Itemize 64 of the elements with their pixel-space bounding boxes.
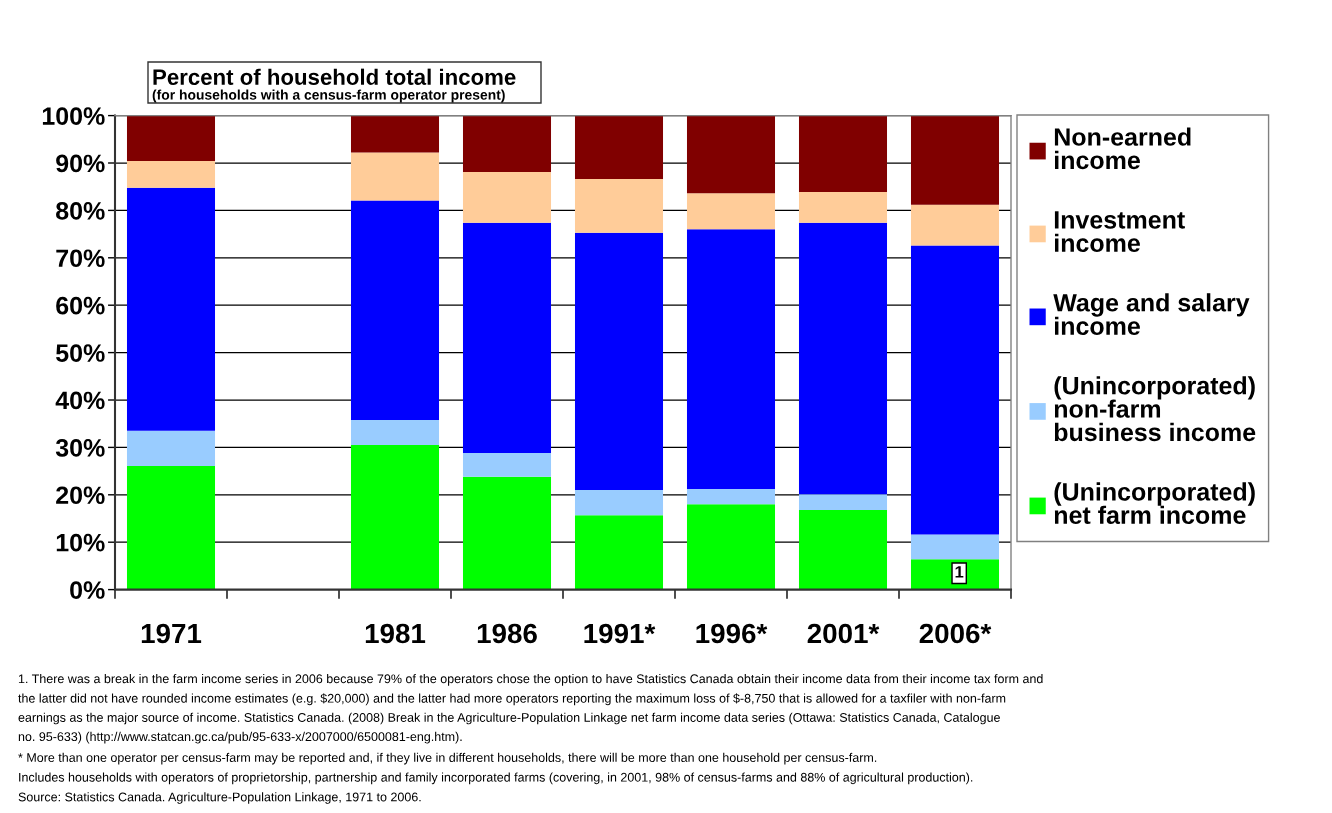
- bar: [910, 204, 1000, 246]
- text: Includes households with operators of proprietorship, partnership and family incorporated farms (covering, in 2001, 98% of census-farms and 88% of agricultural production).: [19, 772, 973, 785]
- x-tick-label: 1996*: [696, 623, 768, 644]
- text: * More than one operator per census-farm may be reported and, if they live in different households, there will be more than one household per census-farm.: [18, 752, 877, 765]
- y-tick-label: 60%: [56, 296, 105, 315]
- bar: [910, 115, 1000, 205]
- legend-label: (Unincorporated) net farm income: [1054, 482, 1255, 525]
- legend-label: Non-earned income: [1054, 127, 1191, 170]
- legend-label: Wage and salary income: [1053, 293, 1250, 335]
- bar: [798, 222, 888, 495]
- chart-subtitle: (for households with a census-farm operator present): [152, 89, 505, 103]
- bar: [574, 179, 664, 233]
- source-note: Source: Statistics Canada. Agriculture-Population Linkage, 1971 to 2006.: [18, 792, 421, 804]
- bar: [798, 191, 888, 223]
- annotation: 1: [955, 566, 964, 578]
- bar: [574, 232, 664, 491]
- bar: [126, 161, 216, 188]
- bar: [686, 489, 776, 505]
- x-tick-label: 1991*: [584, 623, 656, 644]
- y-tick-label: 50%: [56, 344, 105, 362]
- bar: [126, 115, 216, 162]
- bar: [574, 490, 664, 516]
- y-tick-label: 30%: [55, 439, 105, 457]
- legend-label: (Unincorporated) non-farm business income: [1054, 376, 1256, 442]
- bar: [798, 115, 888, 192]
- bar: [910, 245, 1000, 535]
- text: 1. There was a break in the farm income series in 2006 because 79% of the operators chose the option to have Statistics Canada obtain their income data from their income tax form and the latter did not have rounded income estimates (e.g. $20,000) and the latter had more operators reporting the maximum loss of $-8,750 that is allowed for a taxfiler with non-farm earnings as the major source of income. Statistics Canada. (2008) Break in the Agriculture-Population Linkage net farm income data series (Ottawa: Statistics Canada, Catalogue no. 95-633) (http://www.statcan.gc.ca/pub/95-633-x/2007000/6500081-eng.htm).: [18, 674, 1043, 744]
- bar: [574, 115, 664, 180]
- y-tick-label: 20%: [56, 486, 105, 505]
- bar: [350, 419, 440, 446]
- bar: [350, 152, 440, 201]
- bar: [126, 187, 216, 431]
- bar: [350, 445, 440, 590]
- chart-title: Percent of household total income: [153, 68, 516, 85]
- y-tick-label: 100%: [42, 107, 105, 125]
- bar: [910, 534, 1000, 560]
- x-tick-label: 2001*: [807, 623, 880, 644]
- legend-label: Investment income: [1054, 211, 1185, 253]
- y-tick-label: 80%: [56, 202, 105, 220]
- bar: [462, 115, 552, 173]
- x-tick-label: 1981: [365, 623, 426, 644]
- bar: [126, 465, 216, 590]
- y-tick-label: 90%: [56, 154, 105, 173]
- bar: [350, 115, 440, 153]
- bar: [126, 430, 216, 466]
- bar: [350, 200, 440, 420]
- bar: [462, 222, 552, 454]
- bar: [686, 504, 776, 590]
- y-tick-label: 40%: [55, 391, 105, 410]
- x-tick-label: 1971: [141, 623, 202, 644]
- y-tick-label: 70%: [56, 249, 105, 268]
- bar: [686, 115, 776, 194]
- x-tick-label: 1986: [477, 623, 537, 644]
- bar: [462, 172, 552, 223]
- bar: [798, 494, 888, 510]
- bar: [462, 476, 552, 590]
- x-tick-label: 2006*: [919, 623, 992, 644]
- bar: [462, 453, 552, 477]
- y-tick-label: 0%: [70, 581, 105, 599]
- y-tick-label: 10%: [56, 533, 105, 552]
- bar: [686, 193, 776, 230]
- bar: [798, 509, 888, 590]
- bar: [574, 515, 664, 590]
- bar: [686, 229, 776, 490]
